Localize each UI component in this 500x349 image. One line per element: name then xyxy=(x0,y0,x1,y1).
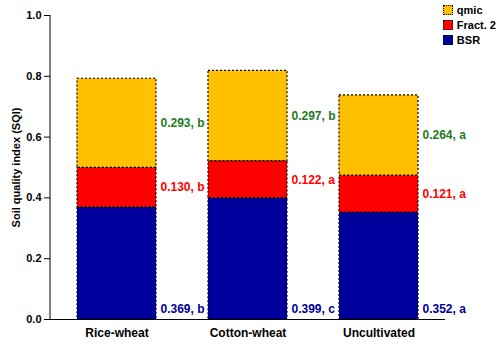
svg-text:0.293, b: 0.293, b xyxy=(161,116,205,130)
html-text:Fract. 2: Fract. 2 xyxy=(456,18,496,31)
svg-text:0.352, a: 0.352, a xyxy=(423,302,467,316)
svg-text:0.121, a: 0.121, a xyxy=(423,187,467,201)
svg-text:0.264, a: 0.264, a xyxy=(423,128,467,142)
svg-text:0.0: 0.0 xyxy=(26,313,41,325)
svg-text:0.4: 0.4 xyxy=(26,191,42,203)
svg-text:0.8: 0.8 xyxy=(26,70,41,82)
html-text:qmic: qmic xyxy=(456,3,483,16)
svg-text:0.297, b: 0.297, b xyxy=(292,109,336,123)
svg-text:0.399, c: 0.399, c xyxy=(292,302,336,316)
html-text:BSR: BSR xyxy=(456,33,481,46)
svg-text:Soil quality index (SQI): Soil quality index (SQI) xyxy=(10,107,22,227)
svg-text:Cotton-wheat: Cotton-wheat xyxy=(210,326,287,340)
svg-text:0.122, a: 0.122, a xyxy=(292,173,336,187)
svg-text:0.369, b: 0.369, b xyxy=(161,302,205,316)
svg-text:1.0: 1.0 xyxy=(26,9,41,21)
svg-text:0.2: 0.2 xyxy=(26,252,41,264)
svg-text:Uncultivated: Uncultivated xyxy=(343,326,415,340)
svg-text:0.6: 0.6 xyxy=(26,131,41,143)
svg-text:0.130, b: 0.130, b xyxy=(161,180,205,194)
svg-text:Rice-wheat: Rice-wheat xyxy=(85,326,148,340)
